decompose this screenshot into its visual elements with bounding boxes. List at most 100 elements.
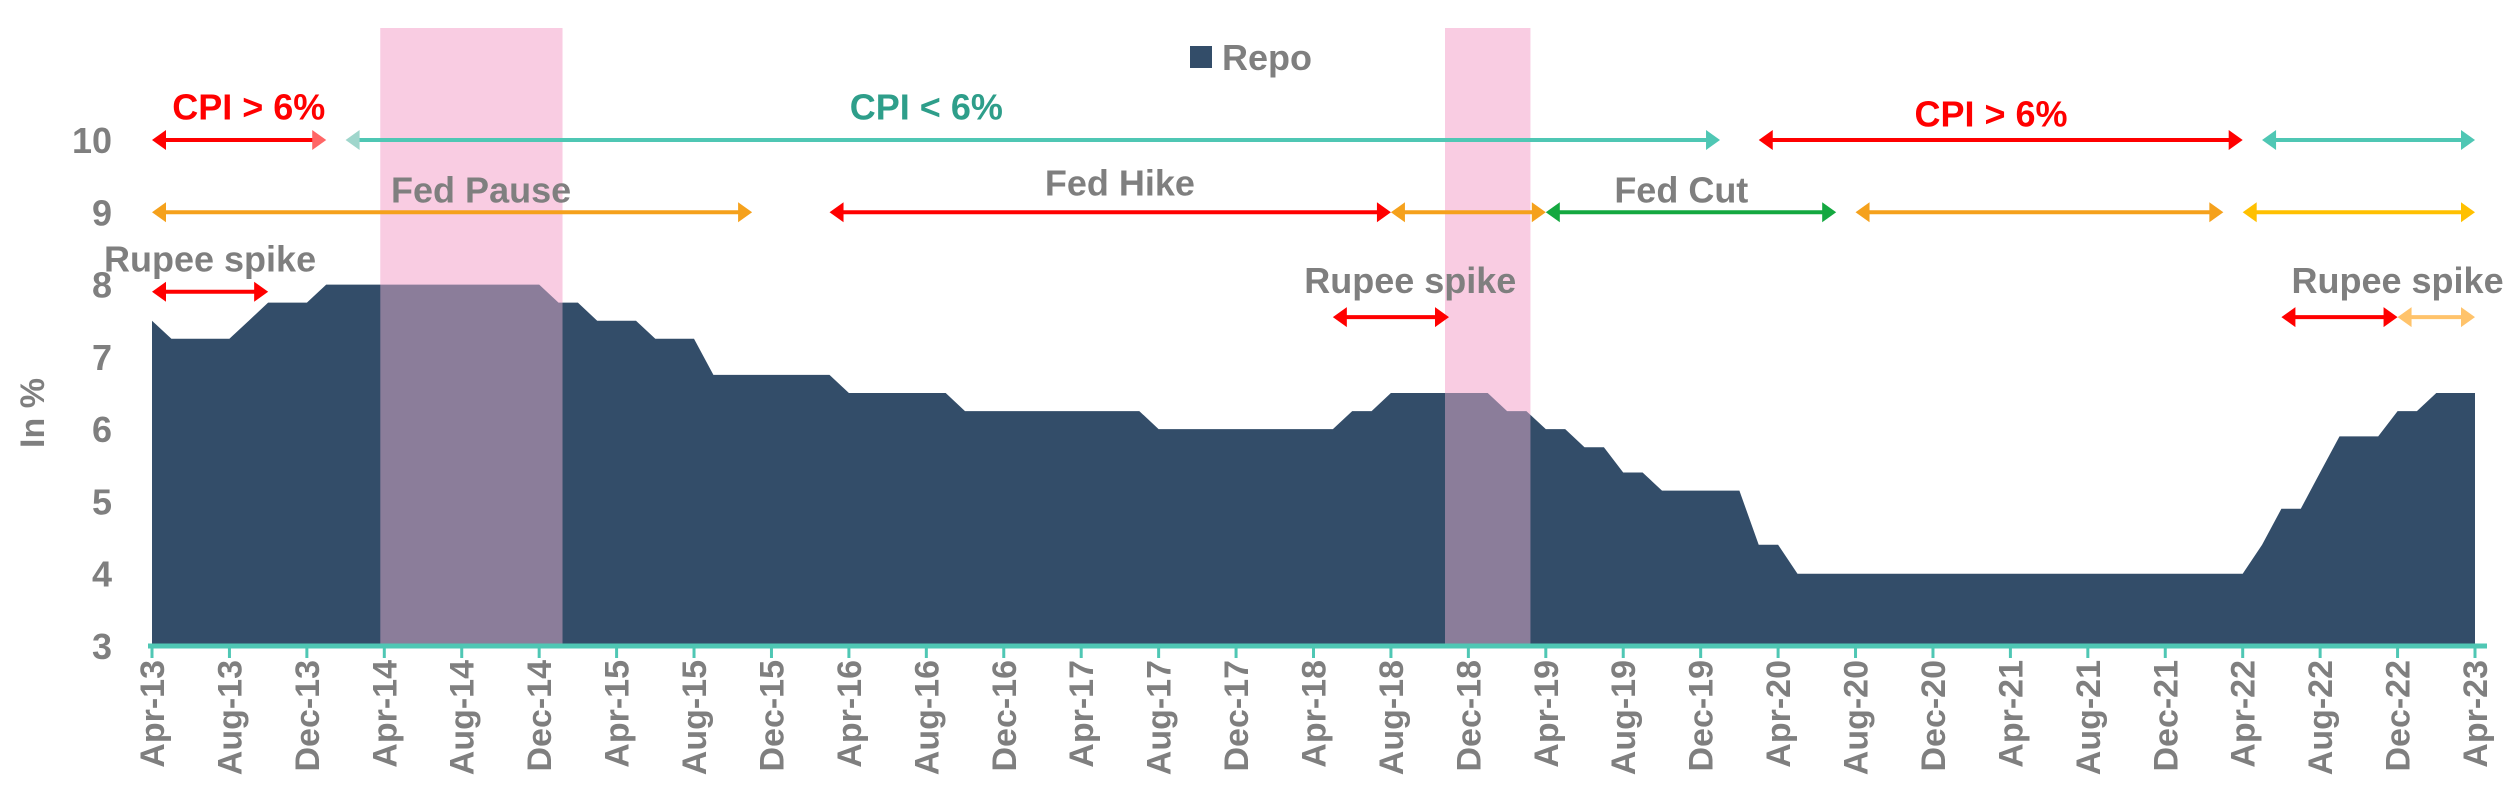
annotation-arrowhead-right xyxy=(1822,202,1837,223)
annotation-label: Fed Pause xyxy=(391,170,571,211)
annotation-3 xyxy=(2262,130,2475,150)
annotation-arrowhead-left xyxy=(1855,202,1870,223)
annotation-9 xyxy=(2242,202,2475,223)
annotation-4: Fed Pause xyxy=(152,170,753,223)
x-tick-label: Dec-19 xyxy=(1683,660,1721,772)
x-tick-label: Dec-15 xyxy=(753,660,791,772)
legend: Repo xyxy=(1190,37,1312,78)
x-tick-label: Dec-17 xyxy=(1218,660,1256,772)
annotation-label: Rupee spike xyxy=(104,238,316,279)
y-tick-label: 9 xyxy=(92,192,112,233)
legend-swatch-repo xyxy=(1190,46,1212,68)
annotation-label: CPI > 6% xyxy=(1915,94,2068,135)
annotation-layer: CPI > 6% CPI < 6% CPI > 6% Fed Pause Fed Hik… xyxy=(104,86,2504,328)
x-tick-label: Aug-16 xyxy=(908,660,946,775)
y-tick-label: 5 xyxy=(92,481,112,522)
annotation-1: CPI < 6% xyxy=(345,86,1721,150)
y-tick-label: 4 xyxy=(92,554,112,595)
annotation-6 xyxy=(1390,202,1546,223)
annotation-arrowhead-right xyxy=(738,202,753,223)
y-axis-label: In % xyxy=(14,378,52,448)
annotation-arrowhead-right xyxy=(2461,307,2475,328)
annotation-arrowhead-right xyxy=(2461,202,2475,223)
annotation-arrowhead-left xyxy=(1545,202,1560,223)
annotation-8 xyxy=(1855,202,2224,223)
shaded-overlay-1 xyxy=(1445,28,1531,646)
x-tick-label: Apr-21 xyxy=(1992,660,2030,768)
y-tick-label: 7 xyxy=(92,337,112,378)
annotation-arrowhead-left xyxy=(152,130,166,150)
legend-label-repo: Repo xyxy=(1222,37,1312,78)
annotation-arrowhead-left xyxy=(2397,307,2412,328)
x-tick-label: Dec-18 xyxy=(1450,660,1488,772)
x-tick-label: Aug-22 xyxy=(2302,660,2340,775)
annotation-0: CPI > 6% xyxy=(152,86,327,150)
x-tick-label: Apr-20 xyxy=(1760,660,1798,768)
x-tick-label: Aug-15 xyxy=(676,660,714,775)
annotation-arrowhead-right xyxy=(2228,130,2243,150)
y-tick-label: 6 xyxy=(92,409,112,450)
annotation-arrowhead-left xyxy=(829,202,844,223)
annotation-label: CPI < 6% xyxy=(850,86,1003,127)
y-tick-label: 3 xyxy=(92,626,112,667)
x-tick-label: Aug-20 xyxy=(1838,660,1876,775)
x-tick-label: Dec-13 xyxy=(289,660,327,772)
annotation-12: Rupee spike xyxy=(2281,260,2504,328)
annotation-label: CPI > 6% xyxy=(172,86,325,127)
annotation-13 xyxy=(2397,307,2475,328)
annotation-arrowhead-right xyxy=(1706,130,1721,150)
annotation-arrowhead-right xyxy=(1376,202,1391,223)
annotation-7: Fed Cut xyxy=(1545,170,1837,223)
annotation-label: Fed Cut xyxy=(1614,170,1748,211)
repo-area-layer xyxy=(152,28,2475,646)
annotation-arrowhead-left xyxy=(1758,130,1773,150)
x-tick-label: Aug-17 xyxy=(1141,660,1179,775)
annotation-arrowhead-left xyxy=(2262,130,2277,150)
annotation-arrowhead-left xyxy=(2281,307,2296,328)
x-tick-label: Dec-20 xyxy=(1915,660,1953,772)
x-tick-label: Apr-16 xyxy=(831,660,869,768)
annotation-5: Fed Hike xyxy=(829,162,1391,223)
x-tick-label: Apr-14 xyxy=(366,660,404,768)
x-tick-label: Dec-22 xyxy=(2380,660,2418,772)
x-tick-label: Aug-21 xyxy=(2070,660,2108,775)
x-tick-label: Apr-17 xyxy=(1063,660,1101,768)
x-tick-label: Aug-13 xyxy=(211,660,249,775)
x-tick-label: Aug-18 xyxy=(1373,660,1411,775)
y-tick-label: 10 xyxy=(72,120,112,161)
annotation-11: Rupee spike xyxy=(1304,260,1516,328)
annotation-arrowhead-left xyxy=(1390,202,1405,223)
annotation-arrowhead-right xyxy=(2209,202,2224,223)
annotation-arrowhead-right xyxy=(1435,307,1450,328)
annotation-arrowhead-left xyxy=(2242,202,2257,223)
annotation-label: Rupee spike xyxy=(1304,260,1516,301)
annotation-2: CPI > 6% xyxy=(1758,94,2243,150)
annotation-arrowhead-left xyxy=(345,130,360,150)
x-tick-label: Dec-21 xyxy=(2147,660,2185,772)
annotation-arrowhead-left xyxy=(152,281,166,302)
annotation-label: Rupee spike xyxy=(2292,260,2504,301)
x-tick-label: Apr-23 xyxy=(2457,660,2495,768)
annotation-10: Rupee spike xyxy=(104,238,316,302)
annotation-arrowhead-right xyxy=(312,130,327,150)
annotation-arrowhead-right xyxy=(2461,130,2475,150)
x-tick-label: Aug-14 xyxy=(444,660,482,775)
annotation-arrowhead-right xyxy=(254,281,269,302)
annotation-arrowhead-left xyxy=(152,202,166,223)
repo-area xyxy=(152,284,2475,646)
axes-layer: 3 4 5 6 7 8 9 10 Apr-13 Aug-13 Dec-13 Apr-14 Aug-14 D… xyxy=(72,120,2495,775)
annotation-arrowhead-left xyxy=(1332,307,1347,328)
annotation-arrowhead-right xyxy=(2383,307,2398,328)
shaded-overlay-0 xyxy=(380,28,563,646)
x-tick-label: Dec-16 xyxy=(986,660,1024,772)
x-tick-label: Apr-22 xyxy=(2225,660,2263,768)
x-tick-label: Apr-13 xyxy=(134,660,172,768)
annotation-arrowhead-right xyxy=(1531,202,1546,223)
x-tick-label: Dec-14 xyxy=(521,660,559,772)
x-tick-label: Apr-19 xyxy=(1528,660,1566,768)
annotation-label: Fed Hike xyxy=(1045,162,1195,203)
x-tick-label: Apr-18 xyxy=(1296,660,1334,768)
x-tick-label: Aug-19 xyxy=(1605,660,1643,775)
